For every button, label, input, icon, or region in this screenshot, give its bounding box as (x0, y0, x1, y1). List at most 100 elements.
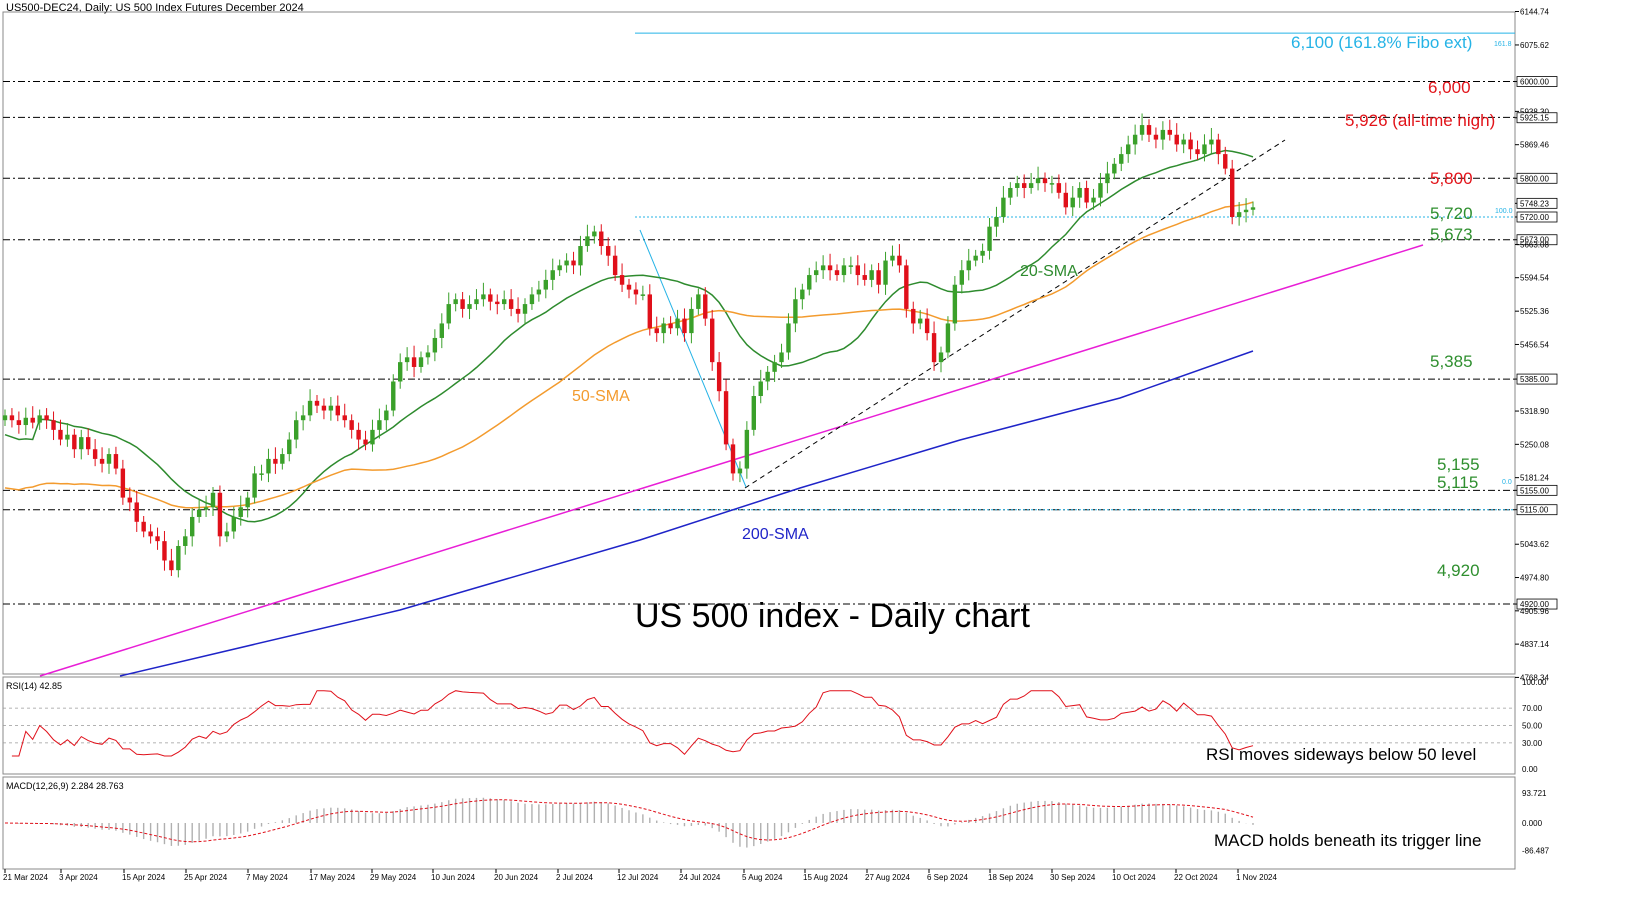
candle-body (710, 319, 714, 363)
y-tick-label: 5318.90 (1520, 407, 1549, 416)
level-5385-label: 5,385 (1430, 352, 1473, 371)
rsi-header: RSI(14) 42.85 (6, 681, 62, 691)
candle-body (370, 430, 374, 445)
candle-body (1077, 188, 1081, 198)
candle-body (100, 459, 104, 464)
candle-body (433, 338, 437, 353)
candle-body (918, 319, 922, 324)
candle-body (655, 328, 659, 333)
candle-body (280, 454, 284, 464)
y-tick-label: 6075.62 (1520, 41, 1549, 50)
candle-body (772, 362, 776, 372)
x-tick-label: 2 Jul 2024 (556, 873, 593, 882)
candle-body (661, 323, 665, 333)
candle-body (1091, 198, 1095, 203)
candle-body (793, 299, 797, 323)
candle-body (987, 227, 991, 251)
x-tick-label: 27 Aug 2024 (865, 873, 910, 882)
candle-body (190, 517, 194, 536)
rsi-tick-label: 100.00 (1522, 678, 1547, 687)
candle-body (696, 294, 700, 309)
candle-body (731, 444, 735, 473)
candle-body (1084, 188, 1088, 203)
candle-body (752, 396, 756, 430)
x-tick-label: 7 May 2024 (246, 873, 288, 882)
candle-body (564, 261, 568, 266)
candle-body (273, 459, 277, 464)
fib-100-tag: 100.0 (1495, 208, 1513, 215)
x-tick-label: 5 Aug 2024 (742, 873, 783, 882)
candle-body (641, 294, 645, 296)
moving-averages (5, 151, 1253, 677)
candle-body (800, 290, 804, 300)
y-tick-label: 6000.00 (1520, 78, 1549, 87)
candle-body (668, 323, 672, 328)
date-axis: 21 Mar 2024 3 Apr 2024 15 Apr 2024 25 Apr 2… (3, 869, 1277, 882)
candle-body (363, 440, 367, 445)
candle-body (606, 246, 610, 256)
candle-body (1168, 130, 1172, 135)
candle-body (204, 507, 208, 509)
candle-body (897, 256, 901, 266)
candle-body (197, 510, 201, 517)
candle-body (849, 265, 853, 267)
candle-body (1126, 144, 1130, 154)
candle-body (1029, 183, 1033, 188)
candle-body (287, 440, 291, 455)
rsi-tick-label: 0.00 (1522, 765, 1538, 774)
candle-body (1098, 183, 1102, 198)
candle-body (994, 217, 998, 227)
candle-body (51, 420, 55, 430)
candle-body (946, 323, 950, 352)
candle-body (495, 302, 499, 304)
candle-body (1154, 135, 1158, 140)
candle-body (162, 541, 166, 560)
candle-body (980, 251, 984, 256)
chart-title: US 500 index - Daily chart (635, 597, 1031, 635)
candle-body (419, 357, 423, 367)
y-tick-label: 6144.74 (1520, 8, 1549, 17)
candle-body (107, 454, 111, 464)
candle-body (135, 502, 139, 521)
candle-body (58, 430, 62, 440)
candle-body (717, 362, 721, 391)
candle-body (738, 469, 742, 474)
candle-body (1050, 183, 1054, 185)
candle-body (973, 256, 977, 261)
fibo-ext-label: 6,100 (161.8% Fibo ext) (1291, 33, 1472, 52)
candle-body (530, 294, 534, 304)
candle-body (544, 280, 548, 290)
candle-body (1244, 210, 1248, 212)
x-tick-label: 20 Jun 2024 (494, 873, 539, 882)
candle-body (883, 261, 887, 285)
candle-body (488, 294, 492, 301)
candle-body (814, 270, 818, 275)
candle-body (329, 406, 333, 411)
candle-body (1209, 140, 1213, 145)
candle-body (239, 507, 243, 517)
rsi-line (12, 691, 1253, 756)
y-tick-label: 5663.08 (1520, 241, 1549, 250)
candle-body (37, 415, 41, 422)
y-tick-label: 5043.62 (1520, 540, 1549, 549)
macd-tick-label: 0.000 (1522, 819, 1543, 828)
candle-body (1161, 130, 1165, 140)
trendlines (40, 140, 1423, 676)
candle-body (294, 420, 298, 439)
candle-body (1175, 135, 1179, 145)
candle-body (1071, 198, 1075, 208)
x-tick-label: 3 Apr 2024 (59, 873, 98, 882)
candle-body (509, 299, 513, 309)
candle-body (967, 261, 971, 271)
candle-body (557, 265, 561, 270)
macd-header: MACD(12,26,9) 2.284 28.763 (6, 781, 124, 791)
candle-body (218, 493, 222, 537)
candle-body (1036, 178, 1040, 183)
x-tick-label: 12 Jul 2024 (617, 873, 659, 882)
candle-body (689, 309, 693, 333)
candle-body (1105, 173, 1109, 183)
fib-0-tag: 0.0 (1502, 479, 1512, 486)
candle-body (460, 299, 464, 309)
candle-body (925, 319, 929, 334)
